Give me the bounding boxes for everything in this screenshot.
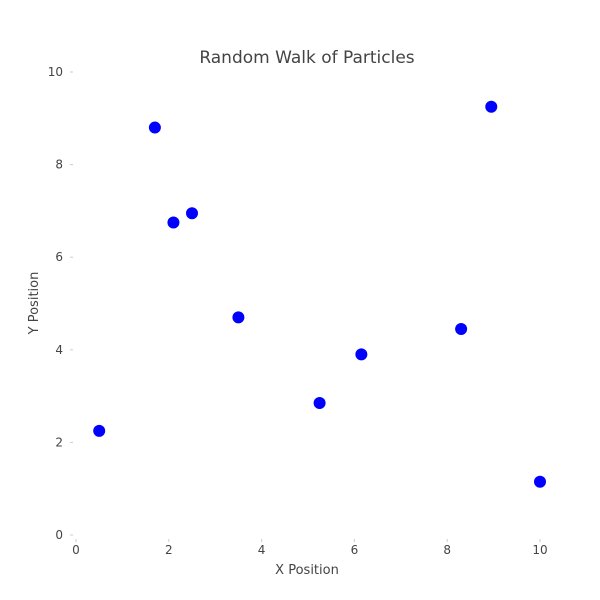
scatter-point [355,348,368,361]
data-points [93,100,546,488]
y-tick-label: 6 [55,250,63,264]
x-tick-label: 0 [72,543,80,557]
y-tick-label: 4 [55,343,63,357]
scatter-point [167,216,180,229]
y-tick-label: 2 [55,435,63,449]
scatter-point [534,475,546,488]
y-axis-label: Y Position [27,272,42,336]
y-tick-label: 0 [55,528,63,542]
scatter-point [232,311,245,324]
y-tick-label: 8 [55,158,63,172]
x-tick-label: 10 [532,543,547,557]
x-tick-label: 6 [351,543,359,557]
scatter-point [93,424,106,437]
x-tick-label: 8 [443,543,451,557]
scatter-point [313,397,326,410]
scatter-point [148,121,161,134]
x-axis: 0 2 4 6 8 10 [72,539,548,557]
x-tick-label: 2 [165,543,173,557]
scatter-point [485,100,498,113]
y-axis: 0 2 4 6 8 10 [48,65,73,542]
y-tick-label: 10 [48,65,63,79]
chart-title: Random Walk of Particles [199,48,414,68]
scatter-point [186,207,198,220]
x-tick-label: 4 [258,543,266,557]
scatter-point [455,322,468,335]
x-axis-label: X Position [275,563,339,578]
